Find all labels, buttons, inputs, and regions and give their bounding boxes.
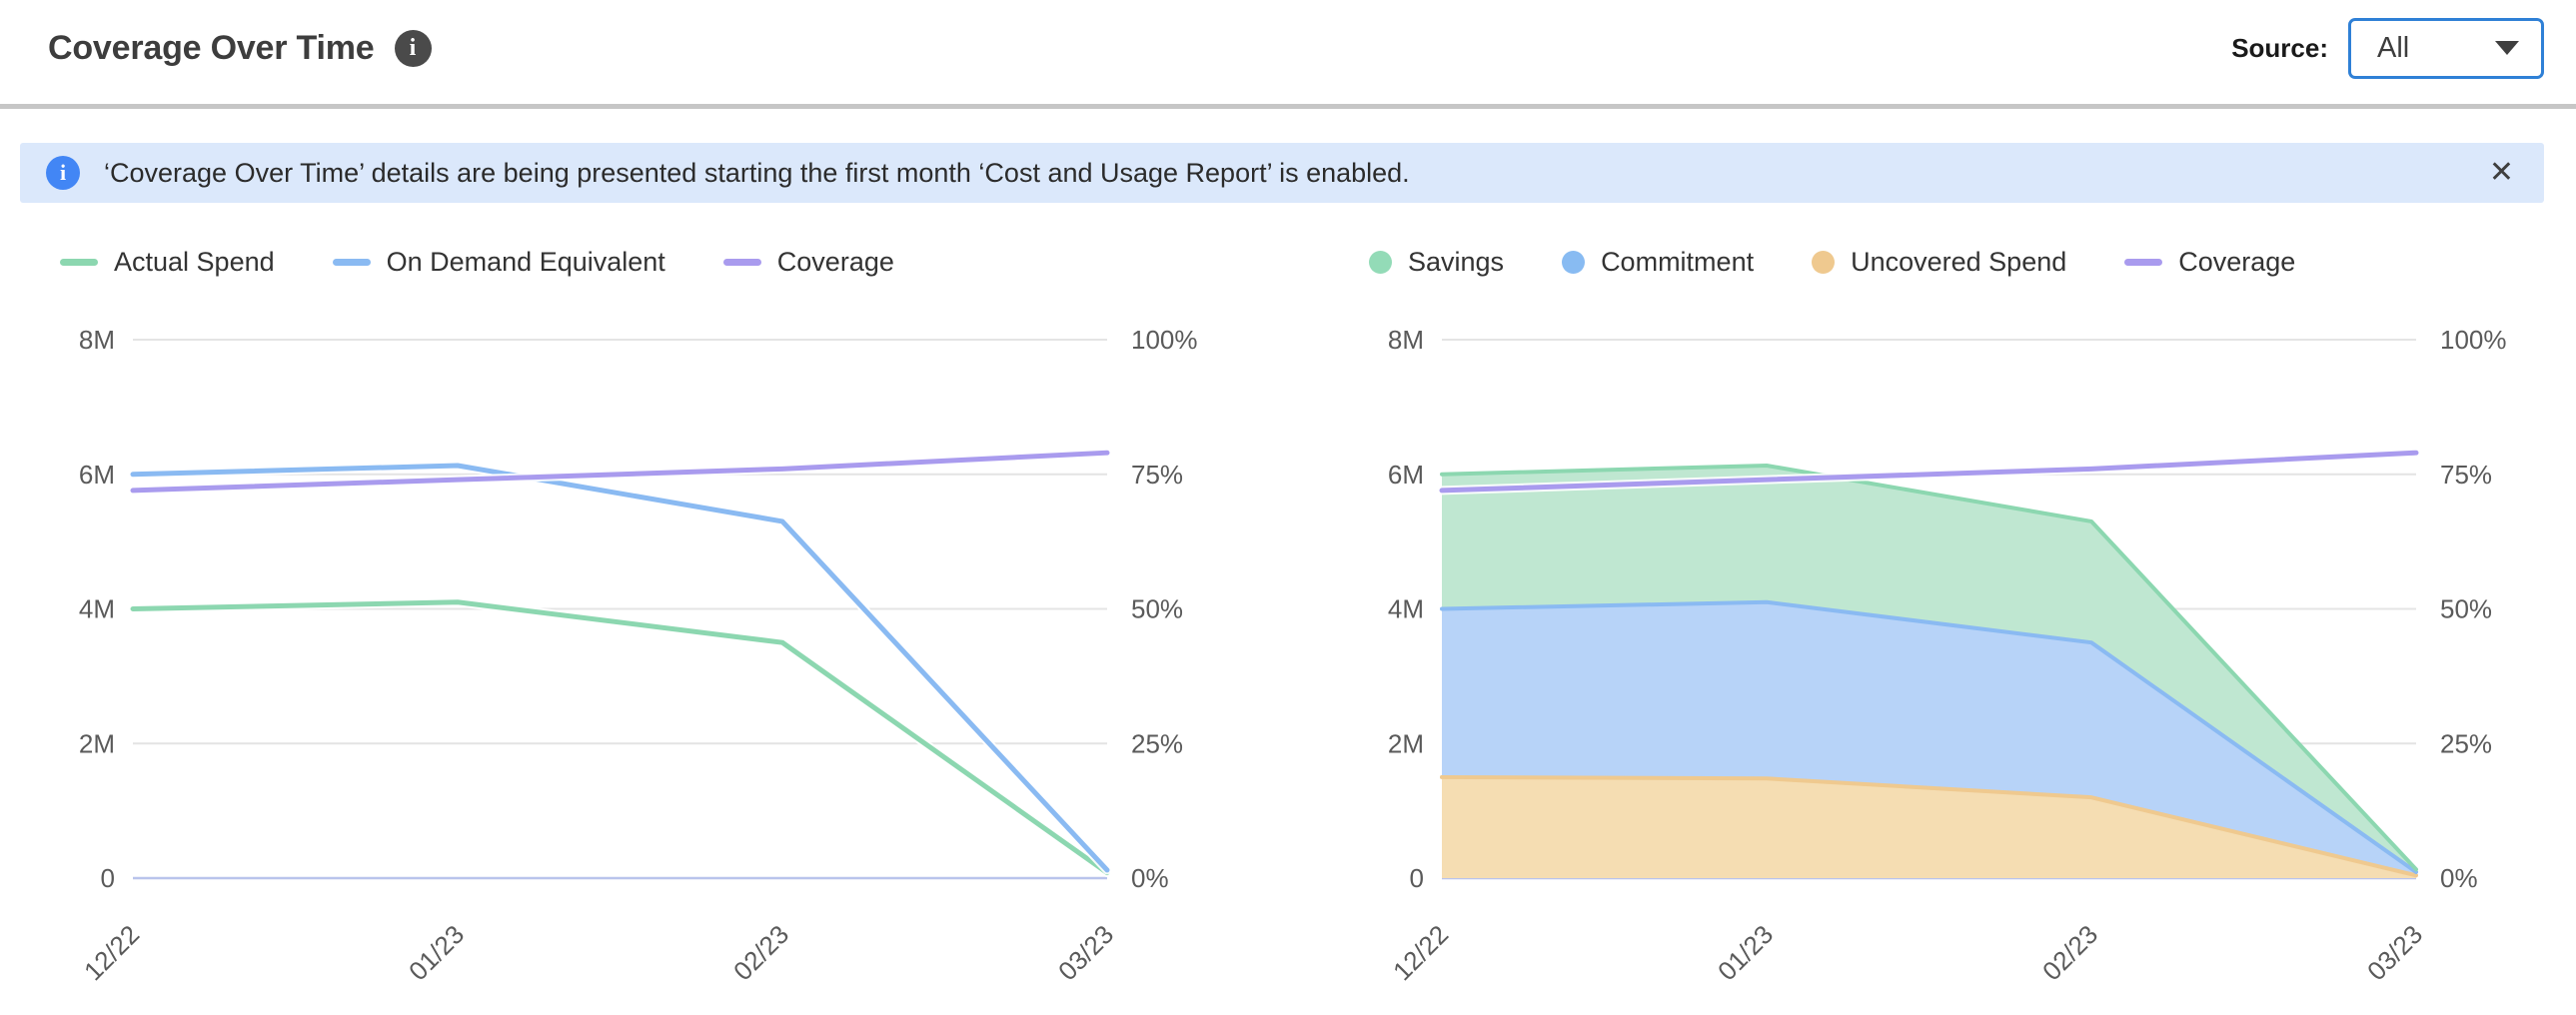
legend-marker: [1369, 251, 1392, 274]
legend-item-commitment[interactable]: Commitment: [1562, 247, 1754, 278]
svg-text:6M: 6M: [79, 460, 115, 490]
legend-marker: [2124, 259, 2163, 266]
legend-marker: [1812, 251, 1836, 274]
svg-text:12/22: 12/22: [1387, 919, 1454, 986]
svg-text:25%: 25%: [2440, 728, 2492, 758]
left-chart-legend: Actual Spend On Demand Equivalent Covera…: [0, 247, 1204, 278]
source-dropdown-value: All: [2377, 31, 2410, 64]
legend-label: On Demand Equivalent: [386, 247, 665, 277]
charts-row: 8M 100% 6M 75% 4M 50% 2M 25% 0 0% 12/22 01/23 02/23 0…: [0, 292, 2576, 996]
legend-item-coverage[interactable]: Coverage: [2124, 247, 2295, 278]
legend-label: Savings: [1408, 247, 1505, 277]
legend-item-actual-spend[interactable]: Actual Spend: [60, 247, 275, 278]
spend-line-chart-container: 8M 100% 6M 75% 4M 50% 2M 25% 0 0% 12/22 01/23 02/23 0…: [40, 292, 1244, 996]
page-header: Coverage Over Time i Source: All: [0, 0, 2576, 109]
legend-label: Coverage: [2178, 247, 2296, 277]
legend-item-coverage[interactable]: Coverage: [722, 247, 894, 278]
legend-item-on-demand-equivalent[interactable]: On Demand Equivalent: [332, 247, 665, 278]
legend-marker: [1562, 251, 1586, 274]
svg-text:02/23: 02/23: [2036, 919, 2103, 986]
spend-line-chart: 8M 100% 6M 75% 4M 50% 2M 25% 0 0% 12/22 01/23 02/23 0…: [78, 325, 1198, 986]
legend-label: Coverage: [776, 247, 894, 277]
svg-text:4M: 4M: [79, 594, 115, 624]
source-filter: Source: All: [2231, 17, 2544, 79]
svg-text:2M: 2M: [1388, 728, 1424, 758]
coverage-area-chart-container: 8M 100% 6M 75% 4M 50% 2M 25% 0 0% 12/22 01/23 02/23 0…: [1349, 292, 2553, 996]
svg-text:2M: 2M: [79, 728, 115, 758]
svg-text:6M: 6M: [1388, 460, 1424, 490]
chevron-down-icon: [2495, 41, 2519, 55]
coverage-area-chart: 8M 100% 6M 75% 4M 50% 2M 25% 0 0% 12/22 01/23 02/23 0…: [1387, 325, 2507, 986]
page-title: Coverage Over Time: [48, 28, 375, 67]
svg-text:0%: 0%: [2440, 863, 2478, 893]
close-icon[interactable]: ✕: [2488, 156, 2514, 189]
legend-marker: [332, 259, 371, 266]
svg-text:50%: 50%: [1131, 594, 1183, 624]
svg-text:75%: 75%: [1131, 460, 1183, 490]
legend-label: Actual Spend: [114, 247, 275, 277]
banner-info-glyph: i: [59, 160, 67, 185]
svg-text:0: 0: [1410, 863, 1424, 893]
banner-message: ‘Coverage Over Time’ details are being p…: [104, 157, 1410, 188]
svg-text:50%: 50%: [2440, 594, 2492, 624]
svg-text:0%: 0%: [1131, 863, 1169, 893]
legend-marker: [60, 259, 98, 266]
svg-text:0: 0: [101, 863, 115, 893]
banner-info-icon: i: [46, 156, 80, 190]
legend-marker: [722, 259, 761, 266]
legend-label: Commitment: [1601, 247, 1755, 277]
info-icon-glyph: i: [409, 34, 417, 61]
svg-text:02/23: 02/23: [727, 919, 794, 986]
source-label: Source:: [2231, 32, 2328, 63]
svg-text:12/22: 12/22: [78, 919, 145, 986]
svg-text:25%: 25%: [1131, 728, 1183, 758]
svg-text:03/23: 03/23: [2361, 919, 2428, 986]
svg-text:8M: 8M: [1388, 325, 1424, 355]
svg-text:03/23: 03/23: [1052, 919, 1119, 986]
legend-item-uncovered-spend[interactable]: Uncovered Spend: [1812, 247, 2066, 278]
svg-text:01/23: 01/23: [1712, 919, 1779, 986]
svg-text:100%: 100%: [1131, 325, 1198, 355]
legend-label: Uncovered Spend: [1851, 247, 2067, 277]
svg-text:8M: 8M: [79, 325, 115, 355]
info-banner: i ‘Coverage Over Time’ details are being…: [20, 143, 2544, 203]
svg-text:4M: 4M: [1388, 594, 1424, 624]
legends-row: Actual Spend On Demand Equivalent Covera…: [0, 247, 2576, 278]
svg-text:100%: 100%: [2440, 325, 2507, 355]
svg-text:75%: 75%: [2440, 460, 2492, 490]
svg-text:01/23: 01/23: [403, 919, 470, 986]
info-icon[interactable]: i: [394, 29, 432, 67]
legend-item-savings[interactable]: Savings: [1369, 247, 1504, 278]
right-chart-legend: Savings Commitment Uncovered Spend Cover…: [1309, 247, 2353, 278]
source-dropdown[interactable]: All: [2348, 17, 2544, 79]
